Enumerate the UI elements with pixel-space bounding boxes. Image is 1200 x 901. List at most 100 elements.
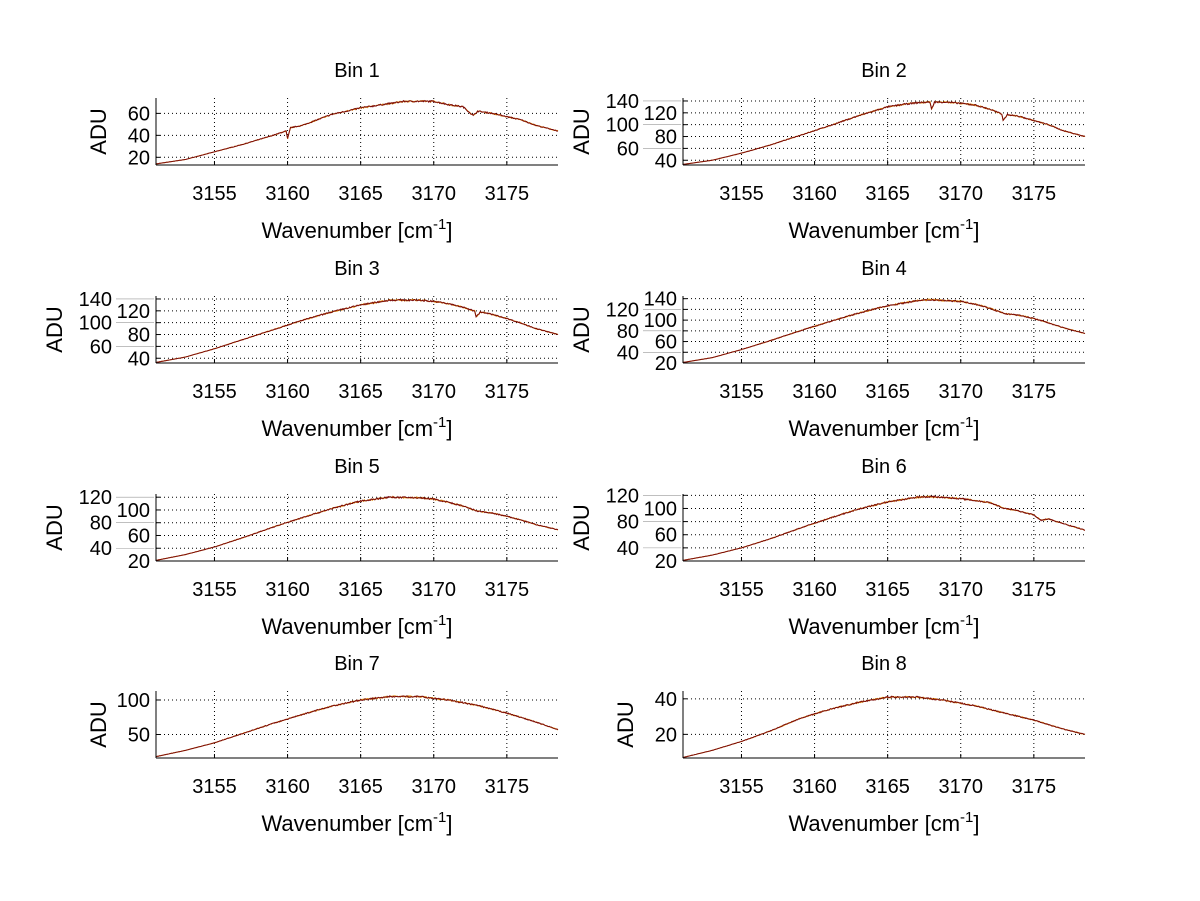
y-tick-label: 60	[90, 336, 112, 358]
y-axis-label: ADU	[569, 108, 594, 154]
x-tick-label: 3155	[192, 381, 237, 403]
x-axis-label-end: ]	[973, 614, 979, 639]
x-axis-label: Wavenumber [cm-1]	[261, 414, 452, 441]
x-tick-label: 3155	[719, 183, 764, 205]
x-tick-label: 3165	[865, 183, 910, 205]
x-axis-label: Wavenumber [cm-1]	[788, 612, 979, 639]
series-line-alt	[682, 695, 1086, 758]
y-tick-label: 80	[617, 512, 639, 534]
x-axis-label: Wavenumber [cm-1]	[261, 809, 452, 836]
x-tick-label: 3160	[265, 776, 310, 798]
x-tick-label: 3170	[938, 579, 983, 601]
y-tick-label: 80	[90, 513, 112, 535]
x-axis-label-text: Wavenumber [cm	[788, 218, 960, 243]
x-axis-label-superscript: -1	[433, 414, 446, 431]
y-axis-label: ADU	[613, 701, 638, 747]
y-tick-label: 100	[79, 313, 112, 335]
x-axis-label-superscript: -1	[960, 612, 973, 629]
y-tick-label: 120	[117, 301, 150, 323]
subplot-bin-2: Bin 2 3155 3160 3165 3170 3175 40 60 80 100120140…	[569, 60, 1086, 243]
subplot-bin-3: Bin 3 3155 3160 3165 3170 3175 40 60 80 100120140…	[42, 258, 559, 441]
x-axis-label-superscript: -1	[433, 216, 446, 233]
x-tick-label: 3170	[411, 183, 456, 205]
y-tick-label: 100	[117, 500, 150, 522]
x-tick-label: 3175	[1012, 381, 1057, 403]
x-tick-label: 3175	[485, 183, 530, 205]
subplot-title: Bin 1	[334, 60, 380, 82]
x-tick-label: 3175	[485, 776, 530, 798]
y-tick-label: 100	[117, 690, 150, 712]
series-line-alt	[155, 694, 559, 758]
x-axis-label-end: ]	[973, 416, 979, 441]
x-tick-label: 3165	[338, 183, 383, 205]
x-tick-label: 3160	[265, 381, 310, 403]
x-tick-label: 3165	[338, 776, 383, 798]
y-tick-label: 40	[128, 348, 150, 370]
subplot-title: Bin 7	[334, 653, 380, 675]
y-axis-label: ADU	[86, 108, 111, 154]
x-tick-label: 3155	[192, 776, 237, 798]
y-tick-label: 100	[606, 115, 639, 137]
x-tick-label: 3160	[792, 381, 837, 403]
x-tick-label: 3175	[1012, 183, 1057, 205]
x-tick-label: 3155	[192, 183, 237, 205]
x-tick-label: 3170	[411, 579, 456, 601]
x-axis-label: Wavenumber [cm-1]	[788, 216, 979, 243]
x-axis-label-superscript: -1	[433, 809, 446, 826]
x-axis-label-text: Wavenumber [cm	[261, 218, 433, 243]
x-axis-label-end: ]	[446, 614, 452, 639]
x-tick-label: 3170	[938, 381, 983, 403]
x-tick-label: 3165	[338, 579, 383, 601]
series-line	[682, 495, 1086, 561]
x-axis-label-superscript: -1	[960, 809, 973, 826]
y-tick-label: 60	[128, 525, 150, 547]
x-axis-label: Wavenumber [cm-1]	[261, 216, 452, 243]
series-line	[682, 298, 1086, 363]
x-tick-label: 3160	[792, 183, 837, 205]
x-tick-label: 3170	[938, 183, 983, 205]
x-axis-label-end: ]	[446, 416, 452, 441]
y-tick-label: 40	[617, 342, 639, 364]
subplot-title: Bin 6	[861, 456, 907, 478]
y-tick-label: 140	[79, 289, 112, 311]
x-tick-label: 3170	[411, 776, 456, 798]
x-axis-label-superscript: -1	[433, 612, 446, 629]
y-tick-label: 120	[606, 485, 639, 507]
series-line	[682, 100, 1086, 165]
y-tick-label: 20	[128, 147, 150, 169]
y-tick-label: 40	[128, 125, 150, 147]
y-tick-label: 120	[644, 103, 677, 125]
x-tick-label: 3160	[265, 579, 310, 601]
x-axis-label: Wavenumber [cm-1]	[788, 414, 979, 441]
x-tick-label: 3160	[792, 776, 837, 798]
x-axis-label-superscript: -1	[960, 414, 973, 431]
y-tick-label: 40	[90, 538, 112, 560]
x-tick-label: 3165	[338, 381, 383, 403]
y-tick-label: 40	[655, 689, 677, 711]
subplot-title: Bin 2	[861, 60, 907, 82]
y-tick-label: 80	[655, 127, 677, 149]
subplot-bin-7: Bin 7 3155 3160 3165 3170 3175 50 100 Wavenumber…	[86, 653, 559, 836]
x-tick-label: 3175	[1012, 579, 1057, 601]
y-tick-label: 120	[606, 299, 639, 321]
x-axis-label-superscript: -1	[960, 216, 973, 233]
y-tick-label: 140	[644, 289, 677, 311]
y-tick-label: 80	[128, 325, 150, 347]
x-tick-label: 3155	[192, 579, 237, 601]
x-tick-label: 3170	[411, 381, 456, 403]
x-axis-label-text: Wavenumber [cm	[261, 614, 433, 639]
y-axis-label: ADU	[42, 306, 67, 352]
x-tick-label: 3155	[719, 381, 764, 403]
series-line	[155, 495, 559, 561]
y-tick-label: 40	[655, 150, 677, 172]
x-axis-label-text: Wavenumber [cm	[261, 416, 433, 441]
x-tick-label: 3170	[938, 776, 983, 798]
series-line	[155, 99, 559, 165]
series-line	[682, 695, 1086, 758]
x-axis-label-text: Wavenumber [cm	[788, 614, 960, 639]
series-line	[155, 694, 559, 758]
